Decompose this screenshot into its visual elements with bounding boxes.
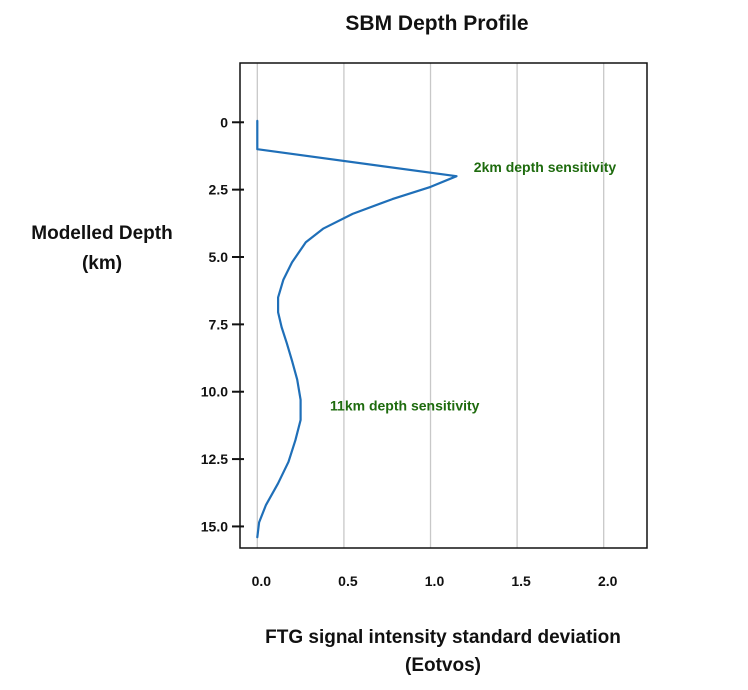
y-axis-title-line1: Modelled Depth: [31, 223, 172, 244]
y-tick-label-1: 2.5: [209, 182, 229, 198]
y-axis-title-line2: (km): [82, 253, 122, 274]
x-axis-title-line2: (Eotvos): [405, 655, 481, 676]
series-line-0: [256, 119, 458, 539]
y-tick-label-3: 7.5: [209, 316, 229, 332]
data-series: [256, 119, 458, 539]
y-tick-label-5: 12.5: [201, 451, 228, 467]
chart-title: SBM Depth Profile: [345, 12, 528, 35]
y-tick-label-6: 15.0: [201, 518, 228, 534]
plot-area-frame: [239, 62, 648, 549]
x-tick-label-3: 1.5: [511, 573, 531, 589]
annotation-0: 2km depth sensitivity: [474, 159, 617, 175]
x-tick-label-0: 0.0: [252, 573, 272, 589]
y-tick-label-4: 10.0: [201, 384, 228, 400]
x-axis-ticks: 0.0 0.5 1.0 1.5 2.0: [252, 573, 618, 589]
y-axis-ticks: 0 2.5 5.0 7.5 10.0 12.5 15.0: [201, 114, 244, 534]
y-tick-label-2: 5.0: [209, 249, 229, 265]
x-axis-title-line1: FTG signal intensity standard deviation: [265, 627, 621, 648]
x-tick-label-4: 2.0: [598, 573, 618, 589]
annotations: 2km depth sensitivity 11km depth sensitiv…: [330, 159, 616, 413]
x-tick-label-2: 1.0: [425, 573, 445, 589]
grid-lines: [256, 63, 605, 548]
y-tick-label-0: 0: [220, 114, 228, 130]
annotation-1: 11km depth sensitivity: [330, 398, 480, 414]
x-tick-label-1: 0.5: [338, 573, 358, 589]
